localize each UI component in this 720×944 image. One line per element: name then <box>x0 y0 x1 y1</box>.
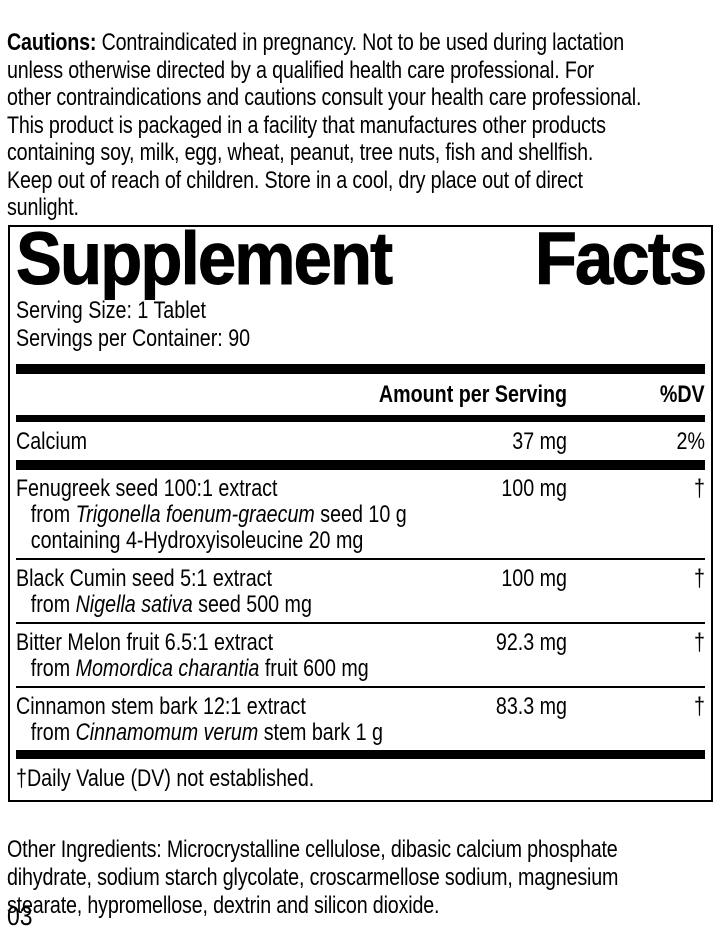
cautions-text: Contraindicated in pregnancy. Not to be … <box>7 29 642 221</box>
row-divider-thin <box>16 622 705 624</box>
source-text: containing 4-Hydroxyisoleucine 20 mg <box>30 527 364 554</box>
daily-value: † <box>694 475 705 502</box>
panel-title-word-facts: Facts <box>534 217 707 300</box>
ingredient-source-line: from Momordica charantia fruit 600 mg <box>16 656 581 682</box>
ingredient-name: Cinnamon stem bark 12:1 extract <box>16 693 306 720</box>
botanical-name: Cinnamomum verum <box>75 719 259 746</box>
source-text: fruit 600 mg <box>259 655 369 682</box>
ingredient-rows: Calcium 37 mg 2% Fenugreek seed 100:1 extra… <box>16 422 705 750</box>
servings-per-container-line: Servings per Container: 90 <box>16 325 251 352</box>
panel-title: Supplement Facts <box>16 217 708 300</box>
source-text: seed 500 mg <box>192 591 312 618</box>
table-row: Bitter Melon fruit 6.5:1 extract 92.3 mg †… <box>16 624 705 686</box>
serving-size-line: Serving Size: 1 Tablet <box>16 297 206 324</box>
botanical-name: Nigella sativa <box>75 591 193 618</box>
table-header-row: Amount per Serving %DV <box>16 374 705 415</box>
ingredient-source-line: from Trigonella foenum-graecum seed 10 g <box>16 502 581 528</box>
ingredient-name: Black Cumin seed 5:1 extract <box>16 565 272 592</box>
source-text: seed 10 g <box>314 501 407 528</box>
source-text: stem bark 1 g <box>258 719 383 746</box>
table-row: Black Cumin seed 5:1 extract 100 mg † from … <box>16 560 705 622</box>
amount-per-serving-value: 100 mg <box>501 565 567 592</box>
table-row-main: Black Cumin seed 5:1 extract 100 mg † <box>16 566 705 592</box>
ingredient-name: Fenugreek seed 100:1 extract <box>16 475 278 502</box>
cautions-paragraph: Cautions: Contraindicated in pregnancy. … <box>7 29 720 222</box>
dv-header-cell: %DV <box>567 382 705 408</box>
amount-per-serving-value: 92.3 mg <box>495 629 567 656</box>
source-text: from <box>30 719 76 746</box>
divider-bar-footnote <box>16 750 705 759</box>
ingredient-name: Calcium <box>16 428 88 455</box>
row-divider-thin <box>16 686 705 688</box>
ingredient-source-line: containing 4-Hydroxyisoleucine 20 mg <box>16 528 581 554</box>
divider-bar-header <box>16 415 705 422</box>
ingredient-source-line: from Cinnamomum verum stem bark 1 g <box>16 720 581 746</box>
source-text: from <box>30 591 76 618</box>
divider-bar-top <box>16 364 705 374</box>
table-row: Calcium 37 mg 2% <box>16 422 705 460</box>
ingredient-name: Bitter Melon fruit 6.5:1 extract <box>16 629 274 656</box>
table-row-main: Cinnamon stem bark 12:1 extract 83.3 mg † <box>16 694 705 720</box>
amount-per-serving-value: 83.3 mg <box>495 693 567 720</box>
page-number: 03 <box>7 901 33 931</box>
amount-per-serving-value: 37 mg <box>512 428 567 455</box>
table-row-main: Calcium 37 mg 2% <box>16 429 705 455</box>
source-text: from <box>30 501 76 528</box>
daily-value: † <box>694 693 705 720</box>
source-text: from <box>30 655 76 682</box>
panel-title-word-supplement: Supplement <box>16 217 394 300</box>
amount-per-serving-header: Amount per Serving <box>378 381 567 408</box>
row-divider-thick <box>16 460 705 470</box>
botanical-name: Momordica charantia <box>75 655 260 682</box>
ingredient-source-line: from Nigella sativa seed 500 mg <box>16 592 581 618</box>
amount-per-serving-value: 100 mg <box>501 475 567 502</box>
dv-header: %DV <box>660 381 705 408</box>
supplement-facts-panel: Supplement Facts Serving Size: 1 Tablet … <box>8 217 713 802</box>
daily-value: 2% <box>676 428 705 455</box>
table-row-main: Fenugreek seed 100:1 extract 100 mg † <box>16 476 705 502</box>
table-row: Cinnamon stem bark 12:1 extract 83.3 mg † f… <box>16 688 705 750</box>
table-row: Fenugreek seed 100:1 extract 100 mg † from … <box>16 470 705 558</box>
table-row-main: Bitter Melon fruit 6.5:1 extract 92.3 mg † <box>16 630 705 656</box>
botanical-name: Trigonella foenum-graecum <box>75 501 315 528</box>
daily-value: † <box>694 565 705 592</box>
cautions-label: Cautions: <box>7 29 97 56</box>
row-divider-thin <box>16 558 705 560</box>
other-ingredients-paragraph: Other Ingredients: Microcrystalline cell… <box>7 836 619 919</box>
daily-value: † <box>694 629 705 656</box>
dv-footnote: †Daily Value (DV) not established. <box>16 765 315 792</box>
